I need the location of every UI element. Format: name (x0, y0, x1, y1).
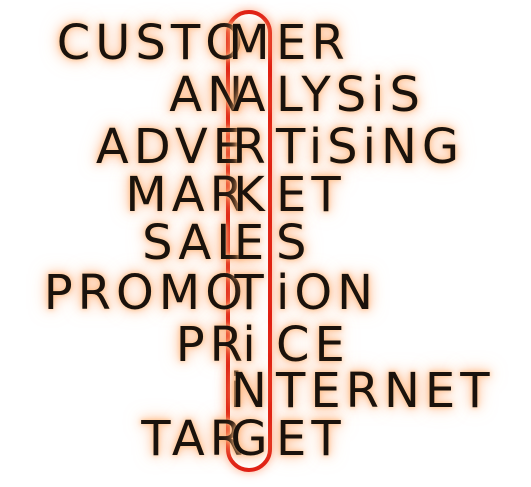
row-after-target: ET (276, 414, 346, 464)
row-key-market: K (228, 170, 270, 220)
row-after-customer: ER (276, 18, 350, 68)
word-promotion-prefix: PROMO (43, 265, 248, 321)
word-market-suffix: ET (276, 167, 346, 223)
word-target-prefix: TAR (141, 411, 248, 467)
row-after-internet: TERNET (276, 366, 495, 416)
row-key-promotion: T (228, 268, 270, 318)
word-market-key-letter: K (233, 167, 265, 223)
row-before-market: MAR (125, 170, 248, 220)
row-after-analysis: LYSiS (276, 70, 425, 120)
row-key-advertising: R (228, 122, 270, 172)
word-promotion-suffix: iON (276, 265, 379, 321)
word-analysis-suffix: LYSiS (276, 67, 425, 123)
row-after-price: CE (276, 320, 350, 370)
word-sales-prefix: SAL (142, 215, 248, 271)
word-internet-key-letter: N (231, 363, 267, 419)
word-customer-suffix: ER (276, 15, 350, 71)
row-before-customer: CUSTO (57, 18, 248, 68)
row-key-customer: M (228, 18, 270, 68)
row-after-market: ET (276, 170, 346, 220)
word-sales-suffix: S (276, 215, 312, 271)
word-analysis-prefix: AN (169, 67, 248, 123)
word-target-key-letter: G (230, 411, 268, 467)
row-key-sales: E (228, 218, 270, 268)
row-before-analysis: AN (169, 70, 248, 120)
row-key-target: G (228, 414, 270, 464)
row-before-target: TAR (141, 414, 248, 464)
row-before-sales: SAL (142, 218, 248, 268)
row-after-sales: S (276, 218, 311, 268)
row-key-price: i (228, 320, 270, 370)
word-promotion-key-letter: T (234, 265, 264, 321)
word-advertising-key-letter: R (232, 119, 266, 175)
word-sales-key-letter: E (233, 215, 265, 271)
word-price-key-letter: i (242, 317, 256, 373)
word-customer-key-letter: M (228, 15, 270, 71)
word-analysis-key-letter: A (232, 67, 266, 123)
word-internet-prefix: i (229, 363, 248, 419)
word-internet-suffix: TERNET (276, 363, 495, 419)
row-key-analysis: A (228, 70, 270, 120)
row-before-price: PR (176, 320, 248, 370)
word-advertising-prefix: ADVE (95, 119, 248, 175)
word-price-suffix: CE (276, 317, 350, 373)
row-before-internet: i (230, 366, 248, 416)
word-customer-prefix: CUSTO (56, 15, 248, 71)
row-after-advertising: TiSiNG (276, 122, 464, 172)
word-price-prefix: PR (175, 317, 248, 373)
row-after-promotion: iON (276, 268, 378, 318)
word-target-suffix: ET (276, 411, 346, 467)
row-key-internet: N (228, 366, 270, 416)
word-market-prefix: MAR (125, 167, 248, 223)
row-before-promotion: PROMO (44, 268, 248, 318)
word-advertising-suffix: TiSiNG (276, 119, 465, 175)
row-before-advertising: ADVE (96, 122, 248, 172)
